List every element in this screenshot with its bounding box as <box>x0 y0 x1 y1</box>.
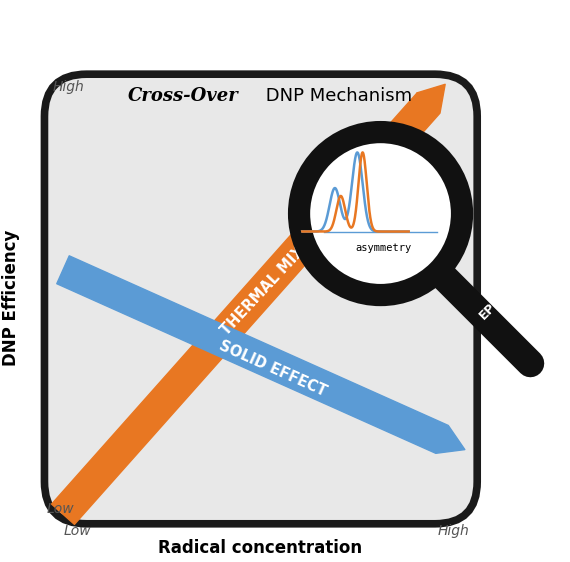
Text: High: High <box>438 524 470 538</box>
Text: Low: Low <box>46 502 74 515</box>
Text: THERMAL MIXING: THERMAL MIXING <box>219 221 329 338</box>
FancyArrowPatch shape <box>52 84 445 524</box>
Text: asymmetry: asymmetry <box>355 243 412 253</box>
Text: DNP Efficiency: DNP Efficiency <box>2 230 20 366</box>
Text: SOLID EFFECT: SOLID EFFECT <box>217 338 328 398</box>
Text: EPR: EPR <box>477 294 505 323</box>
Text: Low: Low <box>63 524 91 538</box>
FancyBboxPatch shape <box>44 74 477 524</box>
Text: High: High <box>53 80 84 94</box>
Text: DNP Mechanism: DNP Mechanism <box>260 87 412 105</box>
Circle shape <box>299 132 462 295</box>
FancyArrowPatch shape <box>57 256 465 454</box>
Text: Cross-Over: Cross-Over <box>128 87 238 105</box>
Text: Radical concentration: Radical concentration <box>158 539 362 557</box>
